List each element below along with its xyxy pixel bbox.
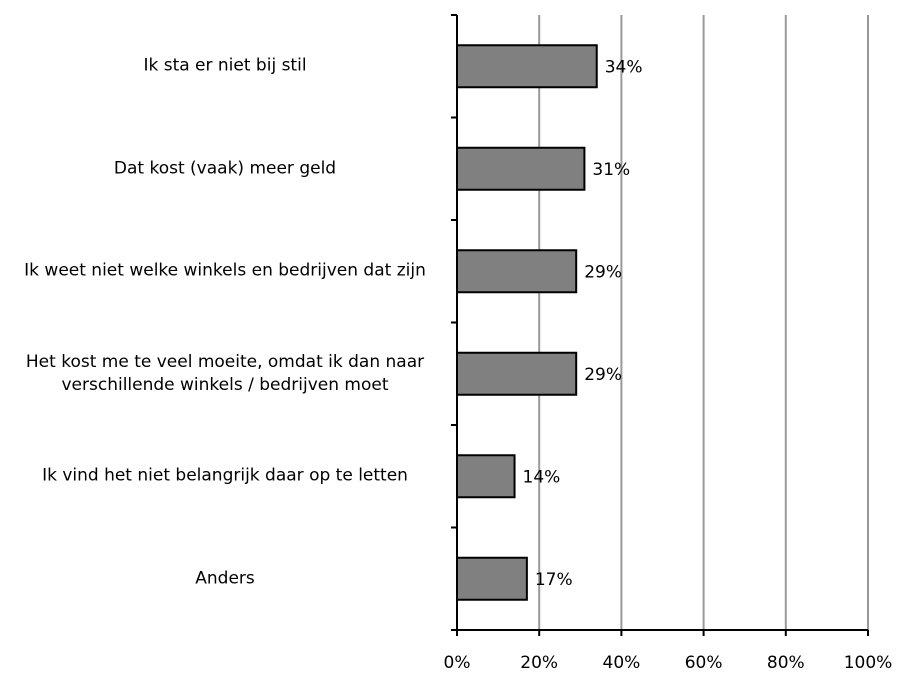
category-label: Ik sta er niet bij stil xyxy=(143,55,307,76)
category-label: Anders xyxy=(195,568,255,589)
bar xyxy=(456,249,578,294)
data-label: 14% xyxy=(523,467,561,487)
category-label: Ik vind het niet belangrijk daar op te l… xyxy=(42,465,408,486)
data-label: 17% xyxy=(535,570,573,590)
x-tick-label: 80% xyxy=(767,653,805,673)
x-tick-label: 40% xyxy=(603,653,641,673)
x-tick-label: 100% xyxy=(844,653,893,673)
bar xyxy=(456,454,516,499)
category-label: Ik weet niet welke winkels en bedrijven … xyxy=(24,260,426,281)
data-label: 34% xyxy=(605,57,643,77)
x-tick-label: 20% xyxy=(520,653,558,673)
data-label: 29% xyxy=(584,262,622,282)
bar xyxy=(456,556,528,601)
bar xyxy=(456,44,598,89)
x-tick-label: 0% xyxy=(444,653,471,673)
data-label: 31% xyxy=(592,160,630,180)
category-label: Het kost me te veel moeite, omdat ik dan… xyxy=(25,351,425,395)
category-label: Dat kost (vaak) meer geld xyxy=(113,158,337,179)
bar xyxy=(456,146,586,191)
x-tick-label: 60% xyxy=(685,653,723,673)
bar xyxy=(456,351,578,396)
data-label: 29% xyxy=(584,365,622,385)
